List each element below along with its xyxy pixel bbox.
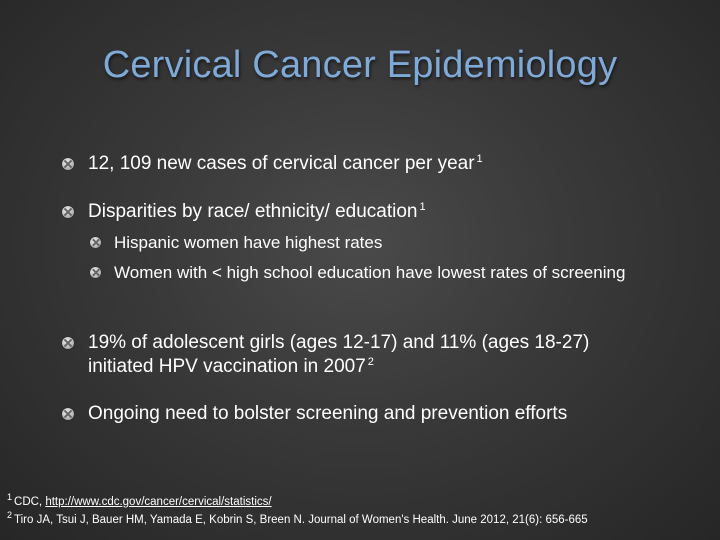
bullet-text: 19% of adolescent girls (ages 12-17) and… (88, 332, 590, 377)
bullet-icon (62, 337, 74, 349)
bullet-disparities: Disparities by race/ ethnicity/ educatio… (62, 200, 662, 224)
references: 1 CDC, http://www.cdc.gov/cancer/cervical… (7, 493, 717, 529)
sub-bullet-hispanic: Hispanic women have highest rates (90, 231, 650, 255)
bullet-icon (62, 206, 74, 218)
footnote-marker: 2 (367, 355, 374, 368)
reference-2: 2 Tiro JA, Tsui J, Bauer HM, Yamada E, Ko… (7, 511, 717, 529)
sub-bullet-text: Women with < high school education have … (114, 263, 626, 282)
bullet-new-cases: 12, 109 new cases of cervical cancer per… (62, 152, 662, 176)
reference-number: 1 (7, 492, 13, 503)
sub-bullet-icon (90, 237, 101, 248)
bullet-text: 12, 109 new cases of cervical cancer per… (88, 152, 483, 174)
footnote-marker: 1 (476, 152, 483, 165)
sub-bullet-education: Women with < high school education have … (90, 261, 650, 285)
sub-bullet-icon (90, 267, 101, 278)
bullet-hpv-vaccination: 19% of adolescent girls (ages 12-17) and… (62, 331, 652, 379)
slide-title: Cervical Cancer Epidemiology (102, 44, 618, 86)
reference-1: 1 CDC, http://www.cdc.gov/cancer/cervical… (7, 493, 717, 511)
reference-text: Tiro JA, Tsui J, Bauer HM, Yamada E, Kob… (14, 514, 588, 526)
sub-bullet-text: Hispanic women have highest rates (114, 233, 383, 252)
bullet-ongoing-need: Ongoing need to bolster screening and pr… (62, 402, 662, 426)
reference-prefix: CDC, (14, 496, 46, 508)
bullet-icon (62, 158, 74, 170)
bullet-icon (62, 408, 74, 420)
footnote-marker: 1 (419, 200, 426, 213)
bullet-text: Ongoing need to bolster screening and pr… (88, 403, 568, 424)
bullet-text: Disparities by race/ ethnicity/ educatio… (88, 200, 426, 222)
reference-number: 2 (7, 510, 13, 521)
reference-link[interactable]: http://www.cdc.gov/cancer/cervical/stati… (45, 496, 272, 508)
